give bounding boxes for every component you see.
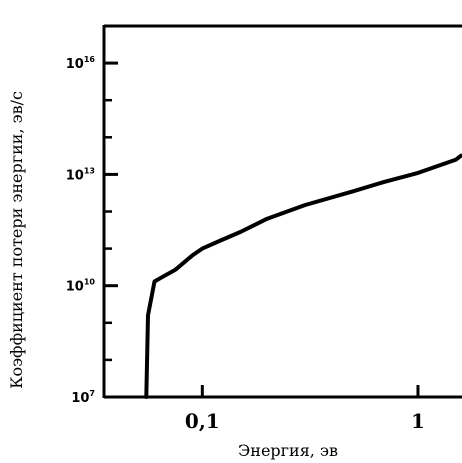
y-tick-exponent: 16 <box>84 55 96 64</box>
y-tick-base: 10 <box>66 280 84 295</box>
y-tick-label: 1010 <box>66 278 96 295</box>
y-axis-title: Коэффициент потери энергии, эв/с <box>7 91 26 389</box>
x-ticks: 0,1 1 <box>185 385 425 433</box>
y-tick-exponent: 10 <box>84 278 96 287</box>
y-tick-label: 1016 <box>66 55 96 72</box>
y-tick-label: 107 <box>71 389 95 406</box>
y-tick-label: 1013 <box>66 166 95 183</box>
data-series <box>144 153 462 399</box>
y-tick-base: 10 <box>66 57 84 72</box>
series-line <box>144 153 462 399</box>
x-tick-label: 1 <box>411 409 425 433</box>
y-tick-base: 10 <box>71 391 89 406</box>
y-tick-base: 10 <box>66 168 84 183</box>
y-tick-exponent: 13 <box>84 166 95 175</box>
x-tick-label: 0,1 <box>185 409 220 433</box>
x-axis-title: Энергия, эв <box>238 441 338 460</box>
y-tick-exponent: 7 <box>89 389 95 398</box>
